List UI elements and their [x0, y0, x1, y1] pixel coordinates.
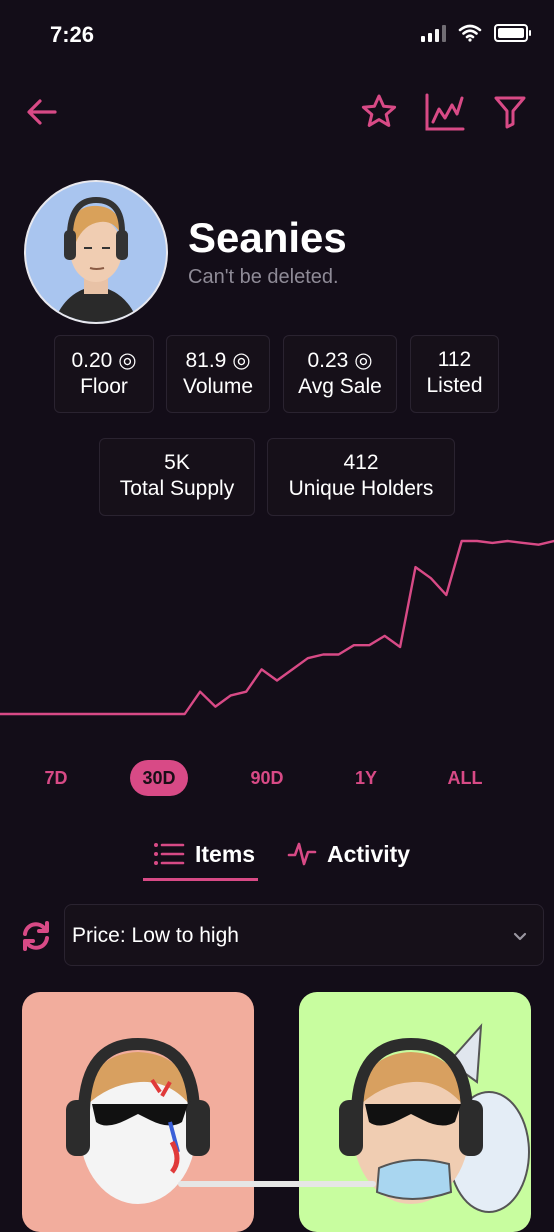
back-arrow-icon: [27, 99, 57, 125]
stat-avg-sale-label: Avg Sale: [298, 375, 382, 398]
collection-avatar: [24, 180, 168, 324]
stat-avg-sale: 0.23 ◎ Avg Sale: [283, 335, 397, 413]
signal-icon: [421, 24, 446, 42]
time-range-selector: 7D 30D 90D 1Y ALL: [0, 760, 554, 800]
status-icons: [421, 24, 531, 42]
stat-floor-value: 0.20 ◎: [71, 349, 137, 372]
status-time: 7:26: [50, 22, 95, 47]
nft-card-image: [339, 1023, 530, 1213]
content-tabs: Items Activity: [0, 828, 554, 882]
filter-icon: [494, 96, 526, 129]
stat-volume: 81.9 ◎ Volume: [166, 335, 270, 413]
collection-subtitle: Can't be deleted.: [188, 266, 339, 288]
price-chart: [0, 539, 554, 716]
avatar-illustration: [54, 196, 138, 322]
stat-listed: 112 Listed: [410, 335, 499, 413]
sort-row: Price: Low to high: [0, 904, 554, 968]
battery-icon: [494, 24, 531, 42]
wifi-icon: [458, 24, 482, 42]
range-1y[interactable]: 1Y: [354, 768, 378, 788]
range-7d[interactable]: 7D: [44, 768, 68, 788]
sort-dropdown[interactable]: Price: Low to high: [64, 904, 544, 966]
stat-total-supply: 5K Total Supply: [99, 438, 255, 516]
range-all[interactable]: ALL: [447, 768, 483, 788]
stat-unique-holders: 412 Unique Holders: [267, 438, 455, 516]
refresh-button[interactable]: [20, 920, 52, 952]
chevron-down-icon: [513, 932, 527, 941]
tab-activity[interactable]: Activity: [287, 828, 410, 880]
nft-card[interactable]: [22, 992, 254, 1232]
stat-total-supply-label: Total Supply: [119, 477, 235, 500]
favorite-button[interactable]: [355, 88, 403, 136]
stat-floor: 0.20 ◎ Floor: [54, 335, 154, 413]
stat-listed-value: 112: [437, 348, 472, 371]
back-button[interactable]: [18, 88, 66, 136]
top-bar: [0, 88, 554, 138]
stat-avg-sale-value: 0.23 ◎: [307, 349, 373, 372]
list-icon: [154, 843, 185, 865]
tab-items[interactable]: Items: [153, 828, 255, 880]
star-icon: [361, 94, 397, 127]
sort-dropdown-label: Price: Low to high: [72, 924, 239, 947]
filter-button[interactable]: [486, 88, 534, 136]
activity-icon: [287, 842, 317, 866]
chart-button[interactable]: [420, 88, 468, 136]
range-30d[interactable]: 30D: [130, 760, 188, 796]
stat-volume-label: Volume: [182, 375, 254, 398]
stat-volume-value: 81.9 ◎: [185, 349, 251, 372]
price-line: [0, 539, 554, 716]
tab-activity-label: Activity: [327, 840, 411, 867]
stat-unique-holders-value: 412: [343, 451, 379, 474]
collection-title: Seanies: [188, 214, 347, 261]
refresh-icon: [23, 921, 49, 951]
nft-card-image: [66, 1037, 210, 1204]
stat-floor-label: Floor: [80, 375, 128, 398]
active-tab-indicator: [143, 878, 258, 881]
status-bar: 7:26: [0, 0, 554, 70]
stat-total-supply-value: 5K: [164, 451, 190, 474]
range-90d[interactable]: 90D: [250, 768, 284, 788]
stat-listed-label: Listed: [426, 374, 483, 397]
chart-icon: [425, 93, 465, 131]
stat-unique-holders-label: Unique Holders: [288, 477, 434, 500]
home-indicator: [178, 1181, 376, 1187]
nft-card[interactable]: [299, 992, 531, 1232]
tab-items-label: Items: [195, 840, 256, 867]
